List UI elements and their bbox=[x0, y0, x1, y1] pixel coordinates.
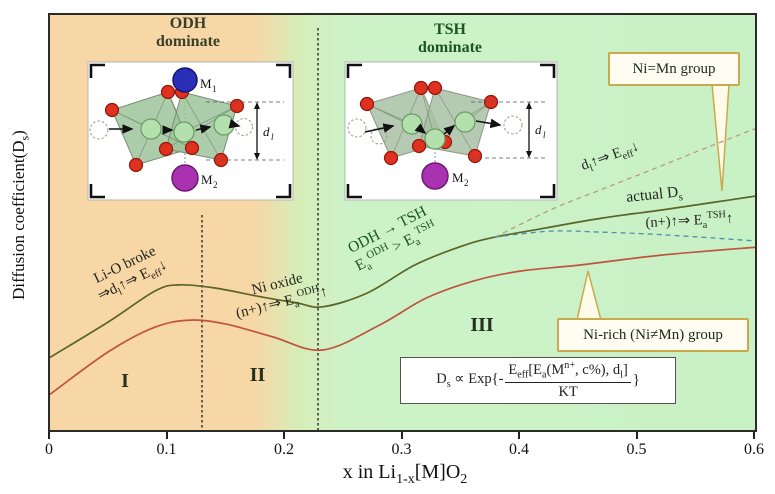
curve-ni-rich-ni-mn-group-solid-red- bbox=[48, 246, 757, 396]
formula-close: } bbox=[632, 372, 640, 388]
plot-canvas: M 1 M 2 d l bbox=[48, 28, 757, 432]
m2-label: M bbox=[452, 170, 464, 185]
m1-atom bbox=[172, 67, 198, 93]
region-header-odh: ODH dominate bbox=[108, 15, 268, 51]
corner-brackets bbox=[346, 63, 556, 199]
stage-numeral-II: II bbox=[249, 364, 266, 386]
formula-denominator: KT bbox=[558, 383, 578, 400]
curve-ideal-trend-d-l-e-eff-tan-dashed- bbox=[494, 127, 757, 238]
vacancy-site-right bbox=[503, 115, 523, 135]
x-tick-mark bbox=[753, 432, 755, 439]
x-tick-mark bbox=[400, 432, 403, 439]
region-header-odh-line2: dominate bbox=[156, 32, 220, 50]
stage-numeral-III: III bbox=[470, 314, 494, 336]
m2-atom bbox=[421, 162, 449, 190]
formula-box: Ds ∝ Exp{- Eeff[Ea(Mn+, c%), dl] KT } bbox=[400, 357, 676, 404]
stage-numeral-I: I bbox=[121, 370, 129, 392]
x-tick-label: 0.4 bbox=[509, 441, 529, 458]
vacancy-site-left bbox=[347, 118, 367, 138]
m2-atom bbox=[171, 164, 199, 192]
inset-odh-structure: M 1 M 2 d l bbox=[87, 61, 294, 201]
data-curves bbox=[48, 127, 757, 396]
callout-tail-bottom bbox=[576, 270, 602, 321]
formula-fraction: Eeff[Ea(Mn+, c%), dl] KT bbox=[505, 360, 631, 401]
x-tick-mark bbox=[518, 432, 520, 439]
callout-tail-top bbox=[711, 83, 730, 192]
region-header-tsh-line2: dominate bbox=[418, 38, 482, 56]
formula-lead: Ds ∝ Exp{- bbox=[436, 371, 504, 390]
x-tick-label: 0.6 bbox=[744, 441, 764, 458]
m2-label-sub: 2 bbox=[464, 178, 469, 188]
dl-label-sub: l bbox=[543, 130, 546, 140]
dl-label-sub: l bbox=[271, 132, 274, 142]
x-tick-mark bbox=[635, 432, 638, 439]
vacancy-site-left bbox=[89, 120, 109, 140]
hop-arrows bbox=[364, 118, 502, 136]
x-tick-label: 0 bbox=[45, 441, 53, 458]
x-tick-label: 0.3 bbox=[391, 441, 412, 458]
m1-label: M bbox=[200, 76, 212, 91]
m2-label-sub: 2 bbox=[213, 180, 218, 190]
x-tick-mark bbox=[48, 432, 50, 439]
corner-brackets bbox=[89, 63, 292, 199]
x-tick-label: 0.1 bbox=[156, 441, 177, 458]
vacancy-site-left2 bbox=[370, 127, 388, 145]
inset-tsh-structure: M 2 d l bbox=[344, 61, 558, 201]
dl-dimension: d l bbox=[206, 101, 284, 161]
curve--n-ea-tsh-suppressed-trend-blue-dashed- bbox=[494, 230, 757, 242]
x-axis-label: x in Li1-x[M]O2 bbox=[342, 461, 468, 487]
hop-arrows bbox=[109, 119, 241, 135]
dl-label: d bbox=[535, 122, 542, 137]
oxygen-atoms bbox=[359, 80, 499, 166]
callout-ni-mn-group: Ni=Mn group bbox=[608, 52, 740, 86]
li-atoms bbox=[401, 111, 476, 150]
dl-label: d bbox=[263, 124, 270, 139]
callout-ni-rich-group: Ni-rich (Ni≠Mn) group bbox=[557, 318, 749, 352]
region-header-tsh-line1: TSH bbox=[433, 21, 466, 38]
dl-dimension: d l bbox=[471, 101, 547, 159]
vacancy-site-right bbox=[235, 118, 253, 136]
formula-numerator: Eeff[Ea(Mn+, c%), dl] bbox=[505, 360, 631, 383]
region-header-tsh: TSH dominate bbox=[370, 21, 530, 57]
x-tick-label: 0.5 bbox=[626, 441, 647, 458]
curve-actual-ds-ni=mn-group-solid-olive- bbox=[48, 195, 757, 359]
m1-label-sub: 1 bbox=[212, 84, 217, 94]
x-tick-label: 0.2 bbox=[274, 441, 294, 458]
y-axis-label: Diffusion coefficient(Ds) bbox=[9, 130, 32, 300]
region-header-odh-line1: ODH bbox=[169, 15, 207, 32]
x-tick-mark bbox=[283, 432, 285, 439]
x-tick-mark bbox=[165, 432, 168, 439]
m2-label: M bbox=[201, 172, 213, 187]
